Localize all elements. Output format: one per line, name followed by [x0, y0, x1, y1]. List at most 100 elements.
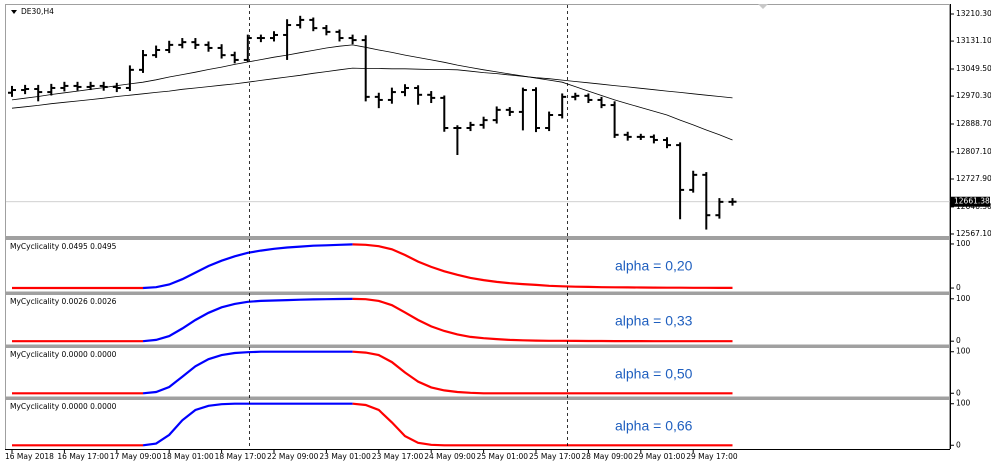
plot-layer: 13210.30 13131.10 13049.50 12970.30 12888.70… — [5, 9, 991, 461]
y-tick-label: 12970.30 — [956, 91, 991, 100]
ohlc-bar — [414, 85, 423, 105]
ohlc-bar — [728, 198, 737, 206]
y-tick-label: 0 — [956, 336, 961, 345]
y-tick-label: 12727.90 — [956, 174, 991, 183]
indicator-line — [142, 243, 353, 290]
ohlc-bar — [492, 106, 501, 124]
ohlc-bar — [702, 172, 711, 230]
x-tick-label: 16 May 2018 — [5, 452, 54, 461]
x-tick-label: 25 May 01:00 — [477, 452, 529, 461]
ohlc-bar — [545, 111, 554, 132]
indicator-line — [142, 402, 353, 447]
ohlc-bar — [204, 41, 213, 52]
ohlc-bar — [427, 91, 436, 104]
ohlc-bar — [466, 121, 475, 132]
x-tick-label: 23 May 01:00 — [319, 452, 371, 461]
ohlc-bar — [374, 92, 383, 109]
ohlc-bar — [34, 84, 43, 102]
y-tick-label: 100 — [956, 294, 971, 303]
indicator-annotation: alpha = 0,20 — [615, 258, 693, 274]
indicator-title: MyCyclicality 0.0000 0.0000 — [10, 350, 117, 359]
ohlc-bar — [139, 50, 147, 73]
x-tick-label: 28 May 09:00 — [581, 452, 633, 461]
indicator-annotation: alpha = 0,50 — [615, 366, 693, 382]
x-tick-label: 25 May 17:00 — [529, 452, 581, 461]
y-tick-label: 12807.10 — [956, 147, 991, 156]
y-tick-label: 13131.10 — [956, 36, 991, 45]
ohlc-bar — [230, 51, 239, 64]
ohlc-bar — [532, 87, 540, 133]
moving-average — [11, 67, 733, 109]
ohlc-bar — [479, 116, 488, 129]
last-price-label: 12661.38 — [954, 197, 990, 206]
panel-separator — [5, 396, 950, 399]
y-tick-label: 100 — [956, 399, 971, 408]
ohlc-bar — [296, 15, 305, 29]
ohlc-bar — [518, 87, 527, 131]
ohlc-bar — [348, 34, 357, 45]
ohlc-bar — [505, 107, 514, 117]
indicator-annotation: alpha = 0,66 — [615, 418, 693, 434]
ohlc-bar — [99, 81, 108, 91]
ohlc-bar — [243, 34, 252, 62]
y-tick-label: 13210.30 — [956, 9, 991, 18]
ohlc-bar — [191, 38, 200, 49]
ohlc-bar — [361, 35, 370, 102]
ohlc-bar — [270, 31, 278, 42]
x-tick-label: 16 May 17:00 — [57, 452, 109, 461]
ohlc-bar — [453, 125, 462, 156]
ohlc-bar — [715, 198, 724, 219]
ohlc-bar — [256, 34, 265, 43]
y-tick-label: 12567.10 — [956, 229, 991, 238]
ohlc-bar — [165, 40, 174, 54]
ohlc-bar — [584, 93, 593, 104]
panel-separator — [5, 291, 950, 294]
ohlc-bar — [676, 142, 685, 220]
ohlc-bar — [112, 82, 121, 93]
indicator-title: MyCyclicality 0.0495 0.0495 — [10, 242, 117, 251]
indicator-line — [142, 350, 353, 395]
moving-average — [11, 44, 733, 141]
x-tick-label: 24 May 09:00 — [424, 452, 476, 461]
ohlc-bar — [283, 19, 292, 60]
ohlc-bar — [21, 84, 30, 95]
ohlc-bar — [558, 93, 567, 119]
ohlc-bar — [152, 45, 161, 58]
menu-arrow[interactable] — [11, 10, 17, 14]
ohlc-bar — [73, 81, 82, 91]
x-tick-label: 22 May 09:00 — [267, 452, 319, 461]
indicator-line — [142, 297, 353, 343]
indicator-line — [352, 297, 733, 343]
ohlc-bar — [597, 96, 606, 109]
ohlc-bar — [322, 25, 331, 36]
y-tick-label: 13049.50 — [956, 64, 991, 73]
y-tick-label: 0 — [956, 440, 961, 449]
panel-separator — [5, 236, 950, 239]
x-tick-label: 18 May 01:00 — [162, 452, 214, 461]
ohlc-bar — [335, 29, 344, 42]
ohlc-bar — [387, 87, 396, 104]
ohlc-bar — [47, 83, 56, 96]
ohlc-bar — [60, 81, 69, 92]
indicator-line — [352, 243, 733, 289]
y-tick-label: 100 — [956, 239, 971, 248]
panel-separator — [5, 344, 950, 347]
scroll-marker — [758, 4, 768, 9]
ohlc-bar — [636, 133, 645, 140]
ohlc-bar — [309, 17, 318, 32]
x-tick-label: 29 May 01:00 — [634, 452, 686, 461]
indicator-title: MyCyclicality 0.0000 0.0000 — [10, 402, 117, 411]
ohlc-bar — [623, 131, 632, 141]
indicator-line — [352, 402, 733, 447]
ohlc-bar — [401, 84, 409, 97]
y-tick-label: 0 — [956, 283, 961, 292]
ohlc-bar — [217, 44, 226, 59]
x-tick-label: 17 May 09:00 — [110, 452, 162, 461]
ohlc-bar — [178, 38, 187, 49]
ohlc-bar — [440, 95, 449, 132]
y-tick-label: 100 — [956, 347, 971, 356]
last-price-box — [951, 196, 990, 207]
symbol-title: DE30,H4 — [21, 7, 54, 16]
x-tick-label: 29 May 17:00 — [686, 452, 738, 461]
